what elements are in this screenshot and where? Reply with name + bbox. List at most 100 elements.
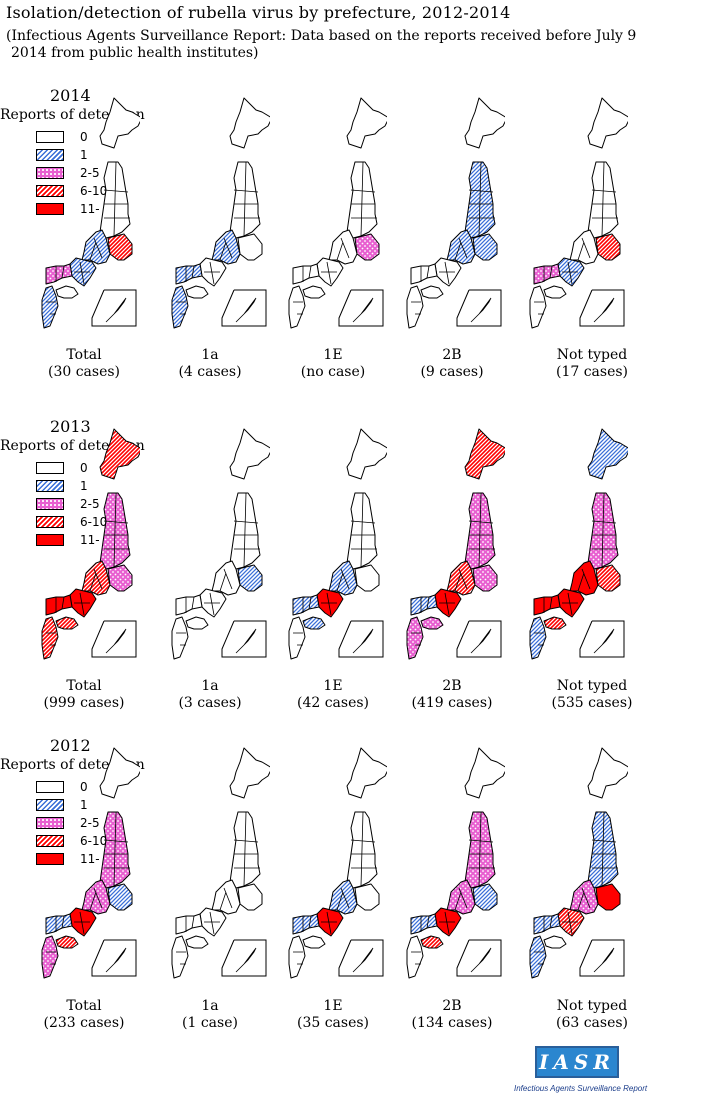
region-shikoku [302, 616, 326, 630]
legend-swatch [36, 799, 64, 811]
prefecture-borders-chubu [89, 237, 103, 261]
region-kanto [237, 233, 263, 261]
region-chugoku [533, 263, 561, 285]
region-chubu [446, 229, 476, 265]
okinawa-inset-frame [221, 939, 267, 977]
region-hokkaido [346, 97, 387, 149]
legend-label: 0 [80, 130, 88, 144]
legend-swatch [36, 516, 64, 528]
okinawa-islands [105, 297, 127, 323]
prefecture-borders-kyushu [534, 632, 544, 646]
okinawa-inset-frame [338, 620, 384, 658]
prefecture-borders-chugoku [185, 596, 195, 613]
okinawa-islands [105, 628, 127, 654]
prefecture-borders-chubu [219, 568, 233, 592]
prefecture-borders-kyushu [411, 632, 421, 646]
region-hokkaido [229, 747, 270, 799]
legend-swatch [36, 185, 64, 197]
map-total [41, 747, 140, 979]
prefecture-borders-chubu [219, 887, 233, 911]
region-hokkaido [229, 97, 270, 149]
region-chugoku [175, 263, 203, 285]
legend-swatch [36, 781, 64, 793]
region-kyushu [406, 285, 424, 329]
region-kyushu [288, 616, 306, 660]
region-kyushu [171, 285, 189, 329]
prefecture-borders-tohoku [103, 811, 130, 887]
region-chugoku [175, 913, 203, 935]
region-shikoku [420, 935, 444, 949]
map-1a [171, 428, 270, 660]
prefecture-borders-tohoku [103, 492, 130, 568]
okinawa-inset-frame [221, 620, 267, 658]
region-kyushu [529, 616, 547, 660]
region-kyushu [41, 935, 59, 979]
region-kyushu [288, 935, 306, 979]
region-kanto [595, 564, 621, 592]
legend-label: 11- [80, 202, 100, 216]
prefecture-borders-chugoku [543, 915, 553, 932]
region-chugoku [45, 263, 73, 285]
iasr-logo-caption: Infectious Agents Surveillance Report [514, 1084, 648, 1093]
prefecture-borders-kyushu [46, 301, 56, 315]
okinawa-islands [470, 947, 492, 973]
prefecture-borders-tohoku [350, 811, 377, 887]
region-hokkaido [346, 428, 387, 480]
caption-1e: 1E (42 cases) [296, 678, 370, 711]
region-chugoku [292, 594, 320, 616]
legend-label: 1 [80, 479, 88, 493]
region-kanto [354, 564, 380, 592]
prefecture-borders-kinki [74, 261, 90, 285]
region-hokkaido [229, 428, 270, 480]
region-shikoku [302, 285, 326, 299]
legend-swatch [36, 853, 64, 865]
region-chubu [569, 879, 599, 915]
caption-not-typed: Not typed (17 cases) [555, 347, 629, 380]
region-chubu [328, 229, 358, 265]
prefecture-borders-kyushu [411, 301, 421, 315]
legend-swatch [36, 167, 64, 179]
page-subtitle: (Infectious Agents Surveillance Report: … [6, 28, 696, 62]
legend-swatch [36, 480, 64, 492]
region-chugoku [410, 594, 438, 616]
prefecture-borders-kinki [562, 592, 578, 616]
region-shikoku [543, 935, 567, 949]
okinawa-islands [593, 628, 615, 654]
region-hokkaido [99, 747, 140, 799]
prefecture-borders-kinki [204, 911, 220, 935]
prefecture-borders-kyushu [176, 632, 186, 646]
map-1e [288, 747, 387, 979]
prefecture-borders-chubu [336, 237, 350, 261]
prefecture-borders-chubu [577, 237, 591, 261]
okinawa-islands [593, 297, 615, 323]
region-kanto [107, 883, 133, 911]
legend-label: 1 [80, 148, 88, 162]
prefecture-borders-chugoku [420, 596, 430, 613]
prefecture-borders-kinki [74, 592, 90, 616]
region-chubu [328, 560, 358, 596]
prefecture-borders-tohoku [591, 492, 618, 568]
prefecture-borders-kinki [439, 261, 455, 285]
prefecture-borders-kyushu [46, 632, 56, 646]
prefecture-borders-chugoku [55, 915, 65, 932]
region-kanto [237, 564, 263, 592]
region-chubu [569, 560, 599, 596]
okinawa-islands [352, 628, 374, 654]
region-hokkaido [587, 428, 628, 480]
caption-2b: 2B (9 cases) [420, 347, 484, 380]
prefecture-borders-tohoku [350, 161, 377, 237]
okinawa-islands [235, 628, 257, 654]
prefecture-borders-chubu [577, 887, 591, 911]
region-shikoku [302, 935, 326, 949]
prefecture-borders-kinki [204, 592, 220, 616]
region-kanto [595, 233, 621, 261]
region-kanto [237, 883, 263, 911]
legend-label: 6-10 [80, 184, 108, 198]
okinawa-inset-frame [338, 939, 384, 977]
legend-swatch [36, 149, 64, 161]
legend-swatch [36, 498, 64, 510]
caption-1e: 1E (no case) [300, 347, 366, 380]
year-label: 2014 [50, 86, 91, 105]
caption-total: Total (233 cases) [43, 998, 125, 1031]
region-kanto [354, 233, 380, 261]
